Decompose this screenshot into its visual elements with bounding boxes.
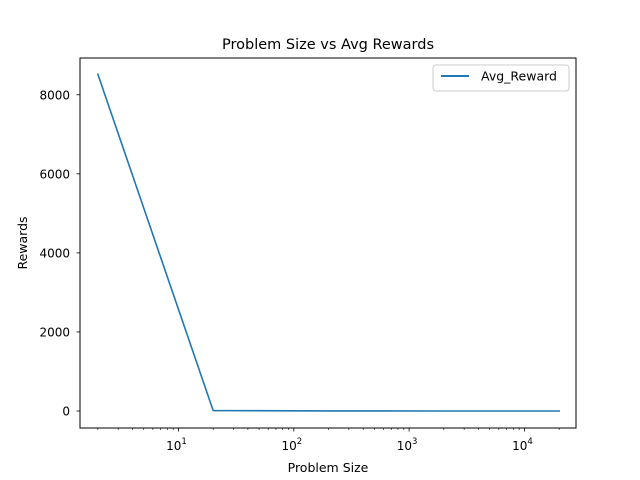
legend: Avg_Reward <box>432 64 570 92</box>
y-tick-label: 4000 <box>39 246 70 260</box>
y-axis-label: Rewards <box>15 216 30 269</box>
y-axis-ticks: 0 2000 4000 6000 8000 <box>39 88 80 419</box>
series-line-avg-reward <box>96 73 560 412</box>
x-axis-label: Problem Size <box>288 460 369 475</box>
legend-box <box>432 64 570 92</box>
plot-frame <box>79 57 577 429</box>
y-tick-label: 8000 <box>39 88 70 102</box>
series-layer <box>96 73 560 412</box>
chart-title: Problem Size vs Avg Rewards <box>222 37 434 53</box>
y-tick-label: 0 <box>62 405 70 419</box>
y-tick-label: 2000 <box>39 325 70 339</box>
y-tick-label: 6000 <box>39 167 70 181</box>
legend-label-avg-reward: Avg_Reward <box>481 69 557 84</box>
